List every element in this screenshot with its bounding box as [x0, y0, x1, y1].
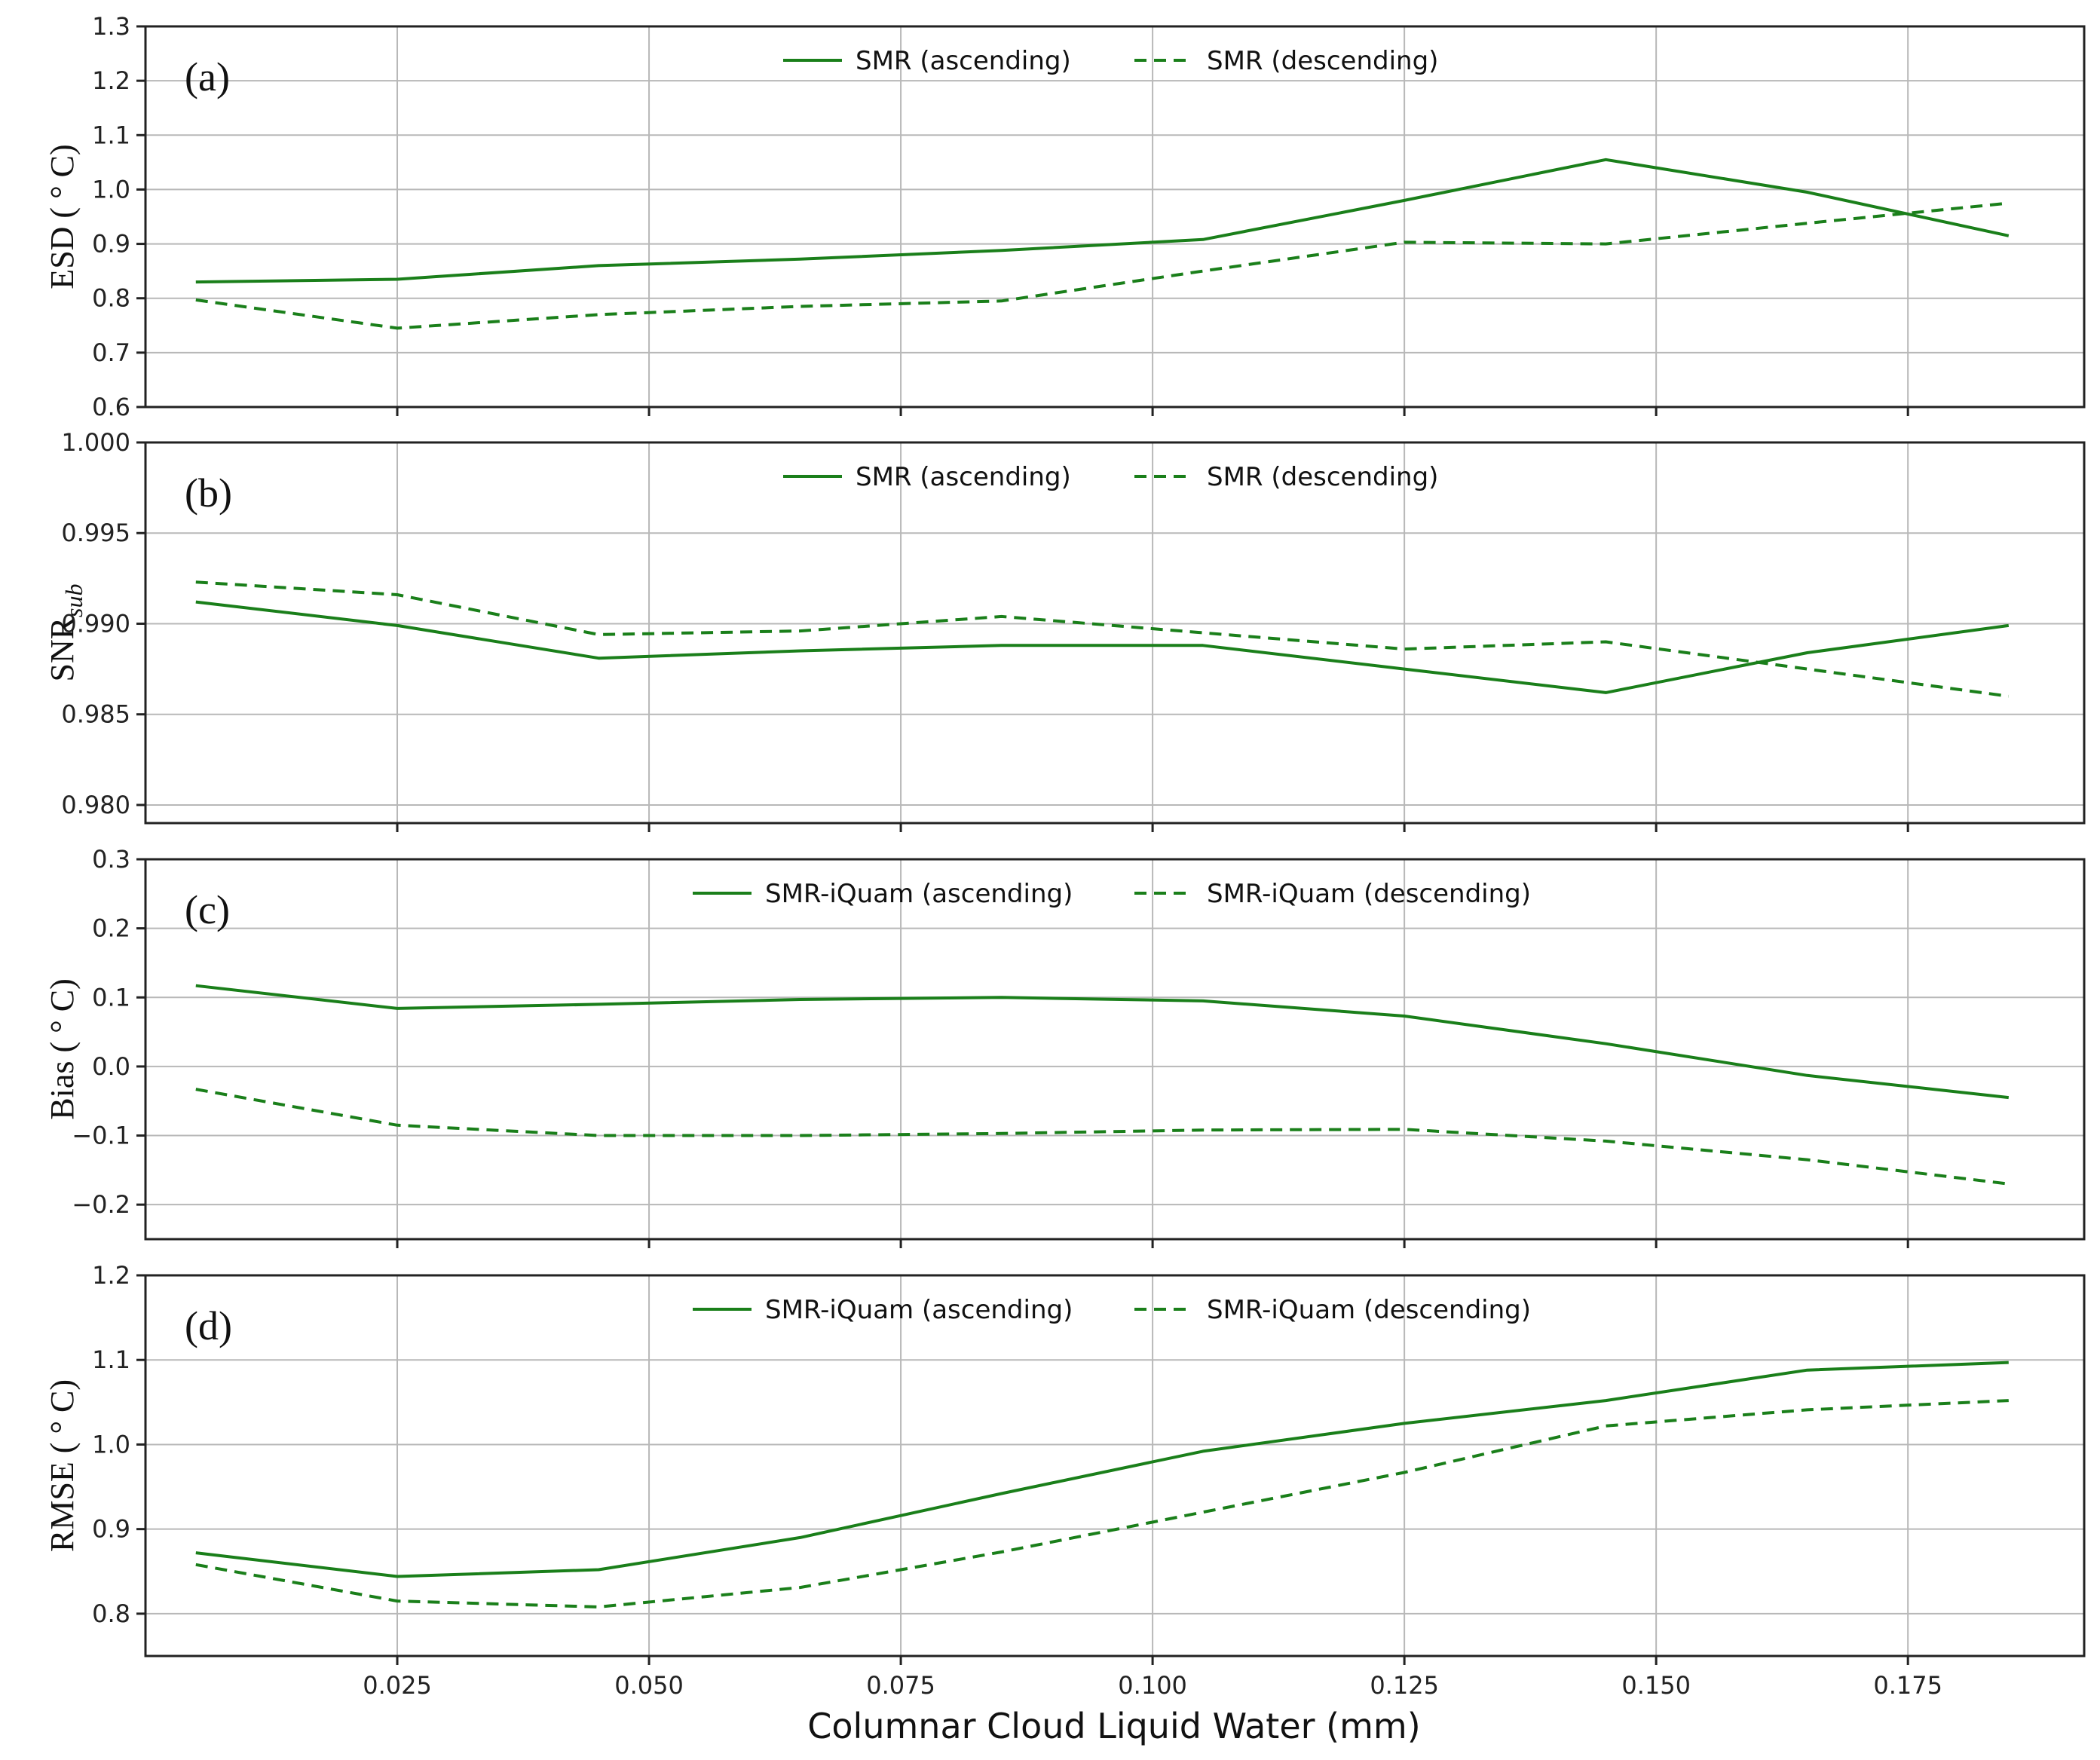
- y-tick-label: 0.0: [92, 1052, 130, 1081]
- y-tick-label: 0.1: [92, 983, 130, 1012]
- y-axis-subscript: sub: [60, 583, 87, 617]
- y-tick-label: −0.1: [72, 1122, 130, 1150]
- series-line-dashed: [195, 1088, 2010, 1186]
- y-tick-label: 0.2: [92, 914, 130, 943]
- y-tick-label: 1.1: [92, 1345, 130, 1374]
- legend-label: SMR-iQuam (ascending): [765, 1295, 1073, 1325]
- legend-label: SMR (ascending): [856, 46, 1071, 76]
- legend-label: SMR (descending): [1207, 462, 1438, 492]
- y-axis-title: Bias ( ° C): [44, 978, 81, 1119]
- legend-label: SMR-iQuam (descending): [1207, 879, 1531, 909]
- series-line-dashed: [195, 201, 2009, 330]
- plot-frame: [144, 858, 2086, 1241]
- panel-letter: (c): [185, 887, 230, 932]
- y-tick-label: 0.7: [92, 338, 130, 367]
- y-tick-label: 1.000: [61, 428, 130, 457]
- x-tick-label: 0.025: [363, 1671, 432, 1700]
- y-tick-label: 0.995: [61, 519, 130, 547]
- y-tick-label: 0.3: [92, 845, 130, 874]
- y-tick-label: 0.9: [92, 1515, 130, 1544]
- y-tick-label: 0.8: [92, 1599, 130, 1628]
- x-tick-label: 0.125: [1370, 1671, 1439, 1700]
- legend-label: SMR (ascending): [856, 462, 1071, 492]
- y-axis-title: RMSE ( ° C): [44, 1379, 81, 1552]
- x-tick-label: 0.075: [866, 1671, 935, 1700]
- legend-label: SMR-iQuam (descending): [1207, 1295, 1531, 1325]
- series-line-solid: [195, 1361, 2009, 1578]
- y-tick-label: 1.3: [92, 12, 130, 41]
- y-tick-label: 1.2: [92, 66, 130, 95]
- x-tick-label: 0.100: [1118, 1671, 1187, 1700]
- series-line-dashed: [195, 580, 2010, 698]
- plot-frame: [144, 1274, 2086, 1657]
- panel-letter: (a): [185, 54, 230, 99]
- plot-frame: [144, 441, 2086, 825]
- y-tick-label: 1.0: [92, 1430, 130, 1459]
- plot-frame: [144, 25, 2086, 409]
- y-tick-label: −0.2: [72, 1190, 130, 1219]
- x-tick-label: 0.150: [1621, 1671, 1691, 1700]
- panel-letter: (b): [185, 470, 232, 516]
- series-line-dashed: [195, 1399, 2009, 1608]
- y-tick-label: 1.2: [92, 1261, 130, 1290]
- panel-a: 0.6 0.7 0.8 0.9 1.0 1.1 1.2 1.3 (a) ESD ( ° C) SMR…: [44, 12, 2086, 421]
- y-tick-label: 0.6: [92, 393, 130, 421]
- series-line-solid: [195, 158, 2010, 284]
- x-tick-label: 0.175: [1873, 1671, 1942, 1700]
- series-line-solid: [195, 984, 2010, 1100]
- legend-label: SMR-iQuam (ascending): [765, 879, 1073, 909]
- panel-letter: (d): [185, 1303, 232, 1348]
- y-tick-label: 0.985: [61, 700, 130, 729]
- x-axis-title: Columnar Cloud Liquid Water (mm): [807, 1706, 1420, 1746]
- y-tick-label: 0.8: [92, 284, 130, 313]
- y-tick-label: 0.980: [61, 791, 130, 819]
- series-line-solid: [195, 600, 2010, 694]
- y-axis-title: ESD ( ° C): [44, 144, 81, 289]
- legend-label: SMR (descending): [1207, 46, 1438, 76]
- x-tick-label: 0.050: [614, 1671, 684, 1700]
- panel-d: 0.025 0.050 0.075 0.100 0.125 0.150 0.175 0.8 0.…: [44, 1261, 2086, 1700]
- y-tick-label: 0.990: [61, 609, 130, 638]
- y-tick-label: 1.0: [92, 175, 130, 204]
- panel-c: −0.2 −0.1 0.0 0.1 0.2 0.3 (c) Bias ( ° C) SMR-iQ…: [44, 845, 2086, 1248]
- y-tick-label: 0.9: [92, 230, 130, 259]
- y-tick-label: 1.1: [92, 121, 130, 149]
